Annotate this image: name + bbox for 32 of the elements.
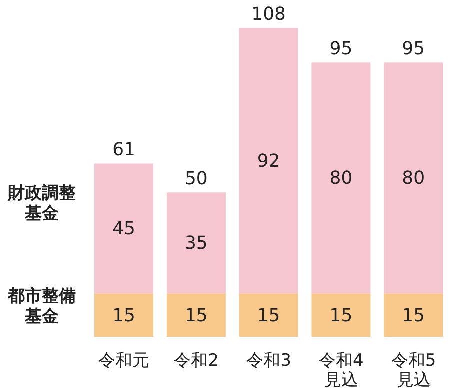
data-label: 15 <box>184 305 208 326</box>
x-tick-label: 令和2 <box>174 351 220 371</box>
bar <box>239 28 298 294</box>
bar <box>312 62 371 294</box>
data-label: 80 <box>330 168 353 190</box>
data-label: 15 <box>330 305 353 326</box>
total-label: 95 <box>402 38 426 60</box>
x-tick-label: 令和3 <box>246 351 292 371</box>
total-label: 108 <box>252 4 286 25</box>
bar <box>94 164 154 294</box>
bar <box>312 294 371 337</box>
data-label: 15 <box>112 305 136 326</box>
bar <box>384 294 444 337</box>
bar <box>94 294 154 337</box>
x-tick-label: 令和元 <box>98 351 150 371</box>
series-label: 財政調整基金 <box>7 184 76 224</box>
bar <box>166 192 226 294</box>
total-label: 61 <box>112 140 136 161</box>
total-label: 95 <box>330 38 353 60</box>
bar <box>384 62 444 294</box>
data-label: 45 <box>112 218 136 240</box>
x-tick-label: 令和5 見込 <box>391 351 436 389</box>
data-label: 35 <box>184 233 208 254</box>
bar <box>166 294 226 337</box>
data-label: 15 <box>402 305 426 326</box>
data-label: 92 <box>257 150 280 172</box>
bar <box>239 294 298 337</box>
total-label: 50 <box>184 168 208 190</box>
series-label: 都市整備基金 <box>7 286 76 328</box>
x-tick-label: 令和4 見込 <box>318 351 364 389</box>
data-label: 15 <box>257 305 280 326</box>
data-label: 80 <box>402 168 426 190</box>
